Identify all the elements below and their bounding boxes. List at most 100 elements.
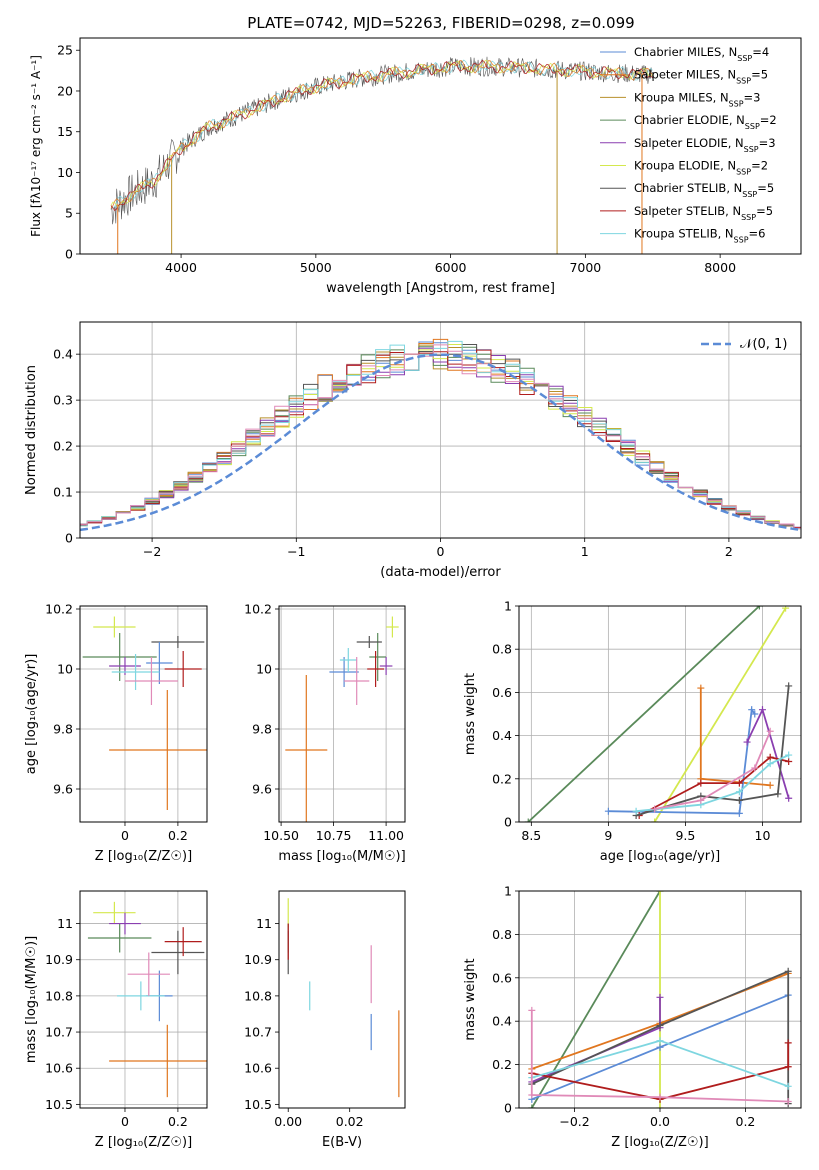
x-tick-label: 6000 [435, 260, 467, 275]
mass-weight-marker [782, 606, 790, 612]
y-tick-label: 0.3 [53, 393, 73, 408]
y-tick-label: 10.6 [244, 1061, 272, 1076]
x-tick-label: 10.75 [316, 828, 352, 843]
panel-mass-weight-vs-age: 8.5 9 9.5 10 0 0.2 0.4 0.6 0.8 1 age [log₁₀(age/yr… [463, 599, 802, 864]
mass-weight-marker [766, 760, 774, 768]
mass-weight-marker [785, 751, 793, 759]
mass-weight-marker [785, 794, 793, 802]
x-tick-label: 2 [725, 544, 733, 559]
legend-label: Chabrier STELIB, NSSP=5 [634, 181, 774, 199]
mass-weight-marker [528, 1104, 536, 1108]
legend-label: Salpeter ELODIE, NSSP=3 [634, 136, 776, 154]
x-tick-label: 0 [121, 828, 129, 843]
mass-weight-marker [697, 684, 705, 692]
mass-weight-marker [784, 1082, 792, 1090]
mass-weight-marker [774, 790, 782, 798]
y-tick-label: 10.2 [45, 602, 73, 617]
mass-weight-marker [755, 606, 763, 610]
mass-weight-marker [751, 764, 759, 772]
panel-age-vs-Z: 0 0.2 9.6 9.8 10 10.2 Z [log₁₀(Z/Z☉)] age [log₁… [24, 602, 208, 864]
x-tick-label: 9 [604, 828, 612, 843]
figure-title: PLATE=0742, MJD=52263, FIBERID=0298, z=0… [247, 14, 634, 32]
mass-weight-marker [735, 779, 743, 787]
x-axis-label: Z [log₁₀(Z/Z☉)] [611, 1135, 708, 1150]
mass-weight-marker [697, 779, 705, 787]
mass-weight-line [654, 730, 772, 810]
y-tick-label: 20 [57, 83, 73, 98]
y-tick-label: 0 [504, 1101, 512, 1116]
x-axis-label: E(B-V) [322, 1135, 362, 1150]
x-tick-label: 0 [121, 1114, 129, 1129]
legend-label: Kroupa MILES, NSSP=3 [634, 90, 760, 108]
plot-area-residuals [80, 322, 801, 538]
mass-weight-marker [651, 805, 659, 813]
y-tick-label: 10.6 [45, 1061, 73, 1076]
panel-residuals: −2 −1 0 1 2 0 0.1 0.2 0.3 0.4 (data-model)/error No… [24, 321, 802, 580]
panel-spectrum: 4000 5000 6000 7000 8000 0 5 10 15 20 25 wavelength… [29, 37, 802, 296]
panel-age-vs-mass: 10.50 10.75 11.00 9.6 9.8 10 10.2 mass [log₁₀(M… [244, 602, 406, 865]
mass-weight-marker [785, 758, 793, 766]
y-tick-label: 0.2 [53, 439, 73, 454]
plot-layer: 4000 5000 6000 7000 80000510152025wavelength… [24, 37, 802, 1150]
normal-curve [80, 353, 799, 532]
mass-weight-marker [656, 1093, 664, 1101]
y-tick-label: 10.9 [45, 952, 73, 967]
mass-weight-marker [656, 993, 664, 1001]
mass-weight-line [531, 1042, 790, 1101]
x-tick-label: 7000 [569, 260, 601, 275]
y-tick-label: 10.8 [244, 988, 272, 1003]
axes-frame [518, 605, 802, 823]
y-tick-label: 0.2 [492, 1057, 512, 1072]
mass-weight-marker [656, 1104, 664, 1108]
mass-weight-marker [651, 818, 659, 822]
y-tick-label: 10.5 [244, 1097, 272, 1112]
axes-frame [79, 321, 802, 539]
mass-weight-marker [656, 1037, 664, 1045]
axes-frame [79, 890, 208, 1109]
x-axis-label: (data-model)/error [380, 565, 501, 580]
legend-label: Kroupa STELIB, NSSP=6 [634, 227, 765, 245]
mass-weight-line [608, 707, 756, 815]
mass-weight-line [527, 606, 761, 822]
y-tick-label: 11 [57, 916, 73, 931]
x-tick-label: 10 [755, 828, 771, 843]
mass-weight-line [530, 1010, 789, 1103]
x-tick-label: 0.00 [274, 1114, 302, 1129]
y-tick-label: 0.6 [492, 970, 512, 985]
y-tick-label: 10 [256, 662, 272, 677]
y-tick-label: 9.8 [53, 722, 73, 737]
plot-area-age-vs-mass [279, 606, 405, 822]
x-tick-label: 0.2 [736, 1114, 756, 1129]
y-tick-label: 0 [504, 815, 512, 830]
mass-weight-line [531, 969, 790, 1104]
mass-weight-marker [751, 710, 759, 718]
panel-mass-vs-EBV: 0.00 0.02 10.5 10.6 10.7 10.8 10.9 11 E(B-V) [244, 890, 406, 1150]
plot-area-mass-vs-EBV [287, 898, 400, 1098]
x-tick-label: −1 [287, 544, 305, 559]
x-axis-label: mass [log₁₀(M/M☉)] [278, 849, 405, 864]
plot-area-mass-vs-Z [80, 891, 207, 1108]
x-axis-label: Z [log₁₀(Z/Z☉)] [95, 849, 192, 864]
x-tick-label: −0.2 [559, 1114, 589, 1129]
mass-weight-marker [784, 1097, 792, 1105]
y-tick-label: 10.5 [45, 1097, 73, 1112]
y-axis-label: mass weight [463, 673, 478, 755]
x-tick-label: 11.00 [368, 828, 404, 843]
x-tick-label: −2 [143, 544, 161, 559]
y-tick-label: 0 [65, 531, 73, 546]
x-tick-label: 0.2 [168, 828, 188, 843]
x-tick-label: 0.2 [168, 1114, 188, 1129]
y-tick-label: 10.7 [244, 1025, 272, 1040]
legend-label: Chabrier ELODIE, NSSP=2 [634, 113, 777, 131]
mass-weight-marker [735, 809, 743, 817]
y-tick-label: 0.6 [492, 685, 512, 700]
y-axis-label: mass [log₁₀(M/M☉)] [24, 936, 39, 1063]
y-tick-label: 0.2 [492, 771, 512, 786]
x-tick-label: 0.0 [650, 1114, 670, 1129]
residual-histogram [80, 344, 801, 529]
y-tick-label: 15 [57, 124, 73, 139]
x-tick-label: 10.50 [263, 828, 299, 843]
mass-weight-marker [785, 682, 793, 690]
y-tick-label: 9.6 [53, 782, 73, 797]
